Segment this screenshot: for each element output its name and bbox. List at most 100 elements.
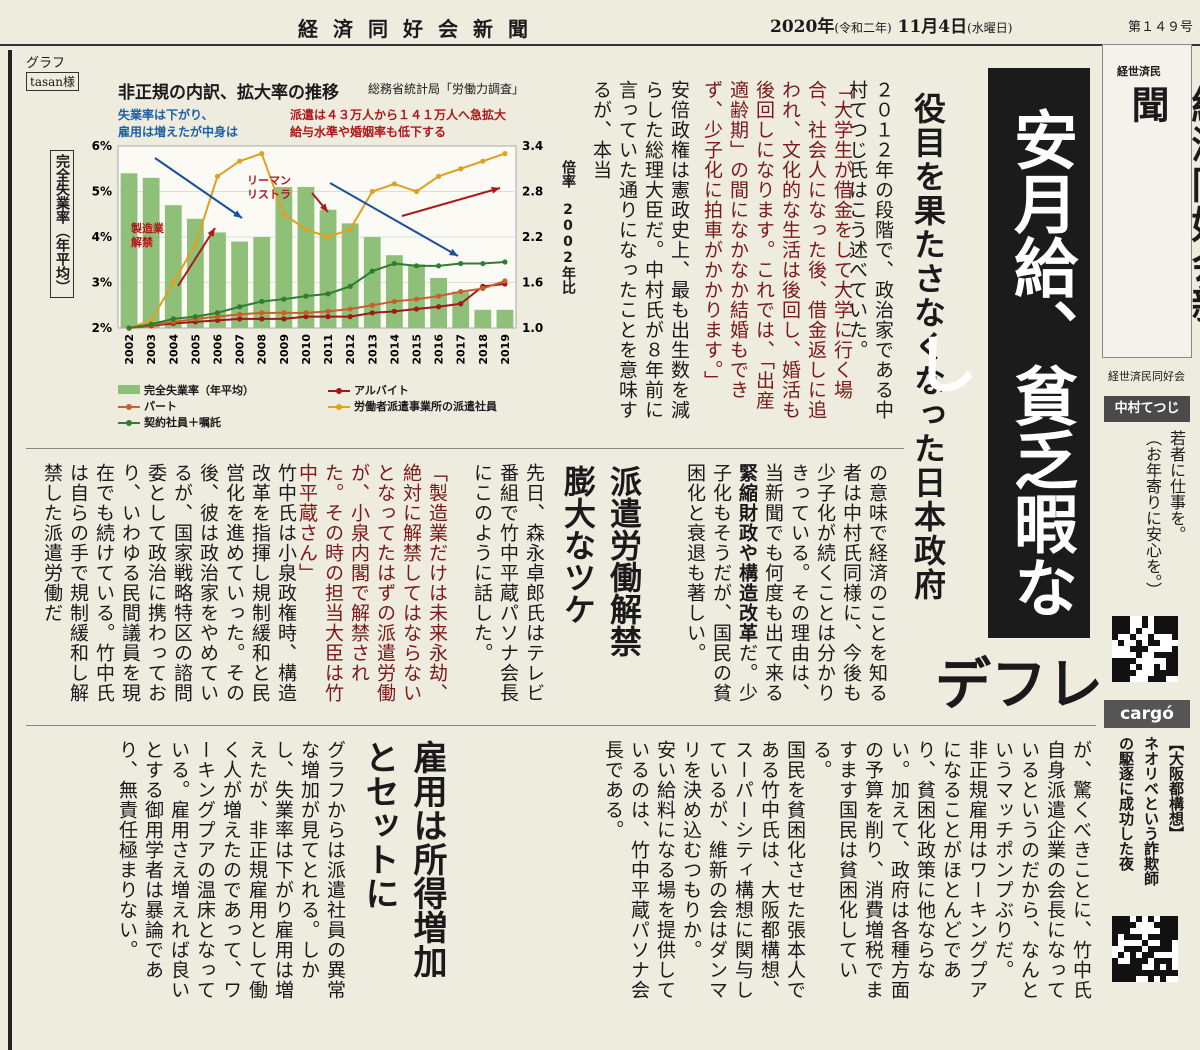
- series-point: [325, 308, 331, 314]
- trend-arrow: [154, 157, 243, 219]
- bar: [164, 205, 182, 328]
- masthead: 経済同好会新聞: [298, 17, 543, 41]
- ytick-right: 3.4: [522, 139, 543, 153]
- series-point: [413, 296, 420, 302]
- bar: [253, 237, 271, 328]
- series-point: [391, 260, 397, 267]
- series-point: [259, 316, 265, 322]
- qr-code-icon[interactable]: [1112, 916, 1178, 982]
- sidebar-logo-box: 経世済民 経済同好会新聞: [1102, 44, 1200, 358]
- series-point: [458, 301, 464, 307]
- series-point: [214, 314, 221, 320]
- series-point: [148, 317, 154, 324]
- series-point: [436, 293, 442, 299]
- chart-annotation-right: 派遣は４３万人から１４１万人へ急拡大 給与水準や婚姻率も低下する: [290, 108, 507, 139]
- series-point: [325, 314, 331, 320]
- trend-arrow: [177, 227, 216, 287]
- xtick-label: 2010: [300, 334, 313, 365]
- series-point: [369, 268, 375, 274]
- xtick-label: 2006: [212, 334, 225, 365]
- legend-item: 完全失業率（年平均）: [118, 382, 254, 398]
- article3-text: が、驚くべきことに、竹中氏自身派遣企業の会長になっているというのだから、なんとい…: [602, 740, 1092, 1000]
- xtick-label: 2011: [322, 334, 335, 365]
- bar: [474, 309, 492, 328]
- chart-svg: 6% 5% 4% 3% 2% 3.4 2.8 2.2 1.6 1.0 2002 2003 2004 200…: [92, 139, 544, 365]
- series-point: [303, 226, 309, 233]
- series-point: [148, 321, 154, 327]
- graph-label: グラフ: [26, 56, 66, 71]
- article1-col-c: の意味で経済のことを知る者は中村氏同様に、今後も少子化が続くことは分かりきってい…: [684, 463, 888, 703]
- bar: [275, 186, 293, 328]
- bar: [297, 186, 315, 328]
- xtick-label: 2016: [433, 334, 446, 365]
- series-point: [436, 263, 442, 269]
- article2-headline: 派遣労働解禁 膨大なツケ: [559, 465, 643, 657]
- series-point: [303, 314, 309, 320]
- series-point: [480, 260, 486, 267]
- series-point: [347, 314, 353, 320]
- series-point: [325, 234, 331, 240]
- series-point: [214, 317, 221, 324]
- chart-ylabel-right: 倍率 2002年比: [560, 160, 576, 294]
- arrow-head: [449, 248, 458, 256]
- chart-legend: 完全失業率（年平均） アルバイト パート 労働者派遣事業所の派遣社員 契約社員＋嘱託: [118, 382, 558, 432]
- qr-code-icon[interactable]: [1112, 616, 1178, 682]
- article1-headline: 役目を果たさなくなった日本政府: [905, 92, 951, 612]
- series-point: [413, 188, 420, 195]
- article1-col-a: ２０１２年の段階で、政治家である中村てつじ氏はこう述べていた。: [846, 80, 894, 420]
- series-point: [214, 310, 221, 316]
- legend-item: 契約社員＋嘱託: [118, 414, 221, 430]
- series-point: [126, 325, 132, 331]
- legend-item: 労働者派遣事業所の派遣社員: [328, 398, 497, 414]
- graph-credit: tasan様: [26, 72, 80, 91]
- series-point: [281, 211, 287, 217]
- series-point: [502, 278, 508, 284]
- xtick-label: 2007: [234, 334, 247, 365]
- bar: [341, 223, 359, 328]
- series-point: [480, 285, 486, 292]
- logo-small: 経世済民: [1117, 65, 1161, 78]
- sidebar-org: 経世済民同好会: [1108, 370, 1185, 383]
- arrow-head: [491, 186, 500, 194]
- series-point: [303, 310, 309, 316]
- article4-text: グラフからは派遣社員の異常な増加が見てとれる。しかし、失業率は下がり雇用は増えた…: [116, 740, 346, 1000]
- series-point: [347, 283, 353, 289]
- series-point: [436, 304, 442, 310]
- ytick-left: 4%: [92, 230, 112, 244]
- bar: [120, 173, 138, 328]
- bar: [496, 309, 514, 328]
- chart-annotation-left: 失業率は下がり、 雇用は増えたが中身は: [118, 108, 239, 139]
- chart-title: 非正規の内訳、拡大率の推移: [118, 83, 339, 103]
- ytick-left: 6%: [92, 139, 112, 153]
- series-point: [259, 150, 265, 157]
- series-point: [480, 158, 486, 164]
- series-point: [281, 310, 287, 316]
- divider-lower: [26, 725, 1096, 726]
- series-point: [259, 298, 265, 305]
- series-point: [391, 298, 397, 305]
- sidebar-author-text: 若者に仕事を。 （お年寄りに安心を。）: [1143, 430, 1186, 598]
- ytick-left: 5%: [92, 185, 112, 199]
- series-point: [502, 150, 508, 157]
- series-point: [458, 289, 464, 295]
- xtick-label: 2013: [366, 334, 379, 365]
- legend-item: パート: [118, 398, 177, 414]
- article1-big-headline: 安月給、貧乏暇なし: [903, 68, 1090, 638]
- ytick-right: 2.2: [522, 230, 543, 244]
- series-point: [325, 291, 331, 297]
- xtick-label: 2017: [455, 334, 468, 365]
- logo-big: 経済同好会新聞: [1125, 85, 1200, 325]
- chart-source: 総務省統計局「労働力調査」: [368, 82, 525, 96]
- xtick-label: 2008: [256, 334, 269, 365]
- series-point: [502, 259, 508, 265]
- arrow-head: [207, 228, 215, 237]
- series-point: [369, 302, 375, 308]
- article2-text1: 先日、森永卓郎氏はテレビ番組で竹中平蔵パソナ会長にこのように話した。: [471, 463, 545, 703]
- series-point: [237, 304, 243, 310]
- series-point: [413, 263, 420, 269]
- trend-arrow: [401, 187, 501, 217]
- ytick-left: 3%: [92, 276, 112, 290]
- xtick-label: 2019: [499, 334, 512, 365]
- series-point: [214, 173, 221, 179]
- series-point: [391, 181, 397, 187]
